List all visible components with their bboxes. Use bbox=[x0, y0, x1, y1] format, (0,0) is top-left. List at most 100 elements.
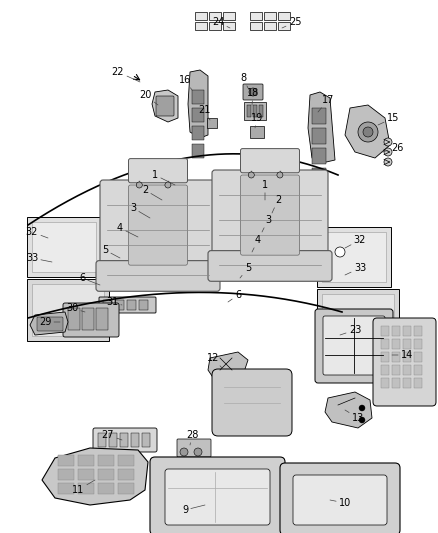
Bar bbox=[109, 433, 117, 447]
FancyBboxPatch shape bbox=[32, 222, 96, 272]
Circle shape bbox=[384, 158, 392, 166]
Bar bbox=[127, 300, 136, 310]
Text: 32: 32 bbox=[345, 235, 366, 248]
Bar bbox=[98, 455, 114, 466]
Bar bbox=[259, 105, 263, 117]
Bar bbox=[264, 12, 276, 20]
Bar bbox=[192, 144, 204, 158]
Bar bbox=[223, 22, 235, 30]
Bar bbox=[118, 469, 134, 480]
Bar bbox=[78, 469, 94, 480]
Polygon shape bbox=[308, 92, 335, 163]
Bar bbox=[58, 455, 74, 466]
Polygon shape bbox=[30, 312, 68, 335]
FancyBboxPatch shape bbox=[100, 180, 216, 266]
Bar bbox=[414, 378, 422, 388]
Circle shape bbox=[363, 127, 373, 137]
Bar bbox=[139, 300, 148, 310]
Text: 15: 15 bbox=[378, 113, 399, 125]
FancyBboxPatch shape bbox=[128, 185, 187, 265]
Bar bbox=[381, 378, 389, 388]
Bar bbox=[414, 326, 422, 336]
Text: 26: 26 bbox=[382, 143, 403, 153]
Bar bbox=[192, 126, 204, 140]
Text: 10: 10 bbox=[330, 498, 351, 508]
Bar bbox=[312, 128, 326, 144]
Text: 3: 3 bbox=[262, 215, 271, 232]
Bar bbox=[209, 12, 221, 20]
Text: 17: 17 bbox=[318, 95, 334, 112]
FancyBboxPatch shape bbox=[322, 294, 394, 348]
Bar bbox=[223, 12, 235, 20]
FancyBboxPatch shape bbox=[317, 227, 391, 287]
FancyBboxPatch shape bbox=[240, 149, 300, 173]
Text: 4: 4 bbox=[252, 235, 261, 252]
Text: 2: 2 bbox=[272, 195, 281, 213]
FancyBboxPatch shape bbox=[32, 284, 104, 336]
FancyBboxPatch shape bbox=[373, 318, 436, 406]
Bar bbox=[58, 483, 74, 494]
Circle shape bbox=[335, 247, 345, 257]
Bar bbox=[403, 352, 411, 362]
Circle shape bbox=[384, 138, 392, 146]
FancyBboxPatch shape bbox=[323, 316, 385, 375]
Bar bbox=[381, 339, 389, 349]
Bar bbox=[381, 352, 389, 362]
FancyBboxPatch shape bbox=[150, 457, 285, 533]
FancyBboxPatch shape bbox=[208, 251, 332, 281]
Bar bbox=[403, 365, 411, 375]
Text: 32: 32 bbox=[26, 227, 48, 238]
Bar bbox=[278, 22, 290, 30]
Bar bbox=[96, 308, 108, 330]
Text: 24: 24 bbox=[212, 17, 230, 28]
Bar bbox=[247, 105, 251, 117]
Bar bbox=[403, 326, 411, 336]
Bar bbox=[312, 168, 326, 184]
Text: 25: 25 bbox=[282, 17, 301, 28]
Polygon shape bbox=[208, 352, 248, 382]
Bar bbox=[58, 469, 74, 480]
Text: 19: 19 bbox=[251, 113, 263, 128]
Text: 16: 16 bbox=[179, 75, 192, 90]
Bar bbox=[250, 12, 262, 20]
Bar bbox=[264, 22, 276, 30]
Text: 3: 3 bbox=[130, 203, 150, 218]
Bar bbox=[131, 433, 139, 447]
Text: 6: 6 bbox=[228, 290, 241, 302]
Text: 5: 5 bbox=[240, 263, 251, 278]
Bar bbox=[381, 365, 389, 375]
Bar bbox=[120, 433, 128, 447]
FancyBboxPatch shape bbox=[27, 217, 101, 277]
Circle shape bbox=[277, 172, 283, 178]
FancyBboxPatch shape bbox=[240, 175, 300, 255]
Bar bbox=[278, 12, 290, 20]
Text: 13: 13 bbox=[345, 410, 364, 423]
Circle shape bbox=[136, 182, 142, 188]
Text: 1: 1 bbox=[152, 170, 175, 185]
Bar bbox=[118, 483, 134, 494]
Text: 23: 23 bbox=[340, 325, 361, 335]
Text: 6: 6 bbox=[79, 273, 100, 285]
FancyBboxPatch shape bbox=[96, 261, 220, 291]
Bar bbox=[98, 433, 106, 447]
Text: 9: 9 bbox=[182, 505, 205, 515]
Bar bbox=[98, 483, 114, 494]
Circle shape bbox=[165, 182, 171, 188]
Text: 29: 29 bbox=[39, 317, 60, 327]
Bar bbox=[312, 108, 326, 124]
Bar bbox=[250, 126, 264, 138]
FancyBboxPatch shape bbox=[293, 475, 387, 525]
Polygon shape bbox=[345, 105, 390, 158]
Circle shape bbox=[358, 122, 378, 142]
Polygon shape bbox=[188, 70, 208, 138]
Bar bbox=[68, 308, 80, 330]
Polygon shape bbox=[325, 392, 372, 428]
Text: 20: 20 bbox=[139, 90, 158, 105]
Text: 5: 5 bbox=[102, 245, 120, 258]
FancyBboxPatch shape bbox=[212, 369, 292, 436]
Bar bbox=[250, 22, 262, 30]
FancyBboxPatch shape bbox=[37, 317, 63, 331]
Bar bbox=[115, 300, 124, 310]
Bar bbox=[312, 148, 326, 164]
FancyBboxPatch shape bbox=[212, 170, 328, 257]
